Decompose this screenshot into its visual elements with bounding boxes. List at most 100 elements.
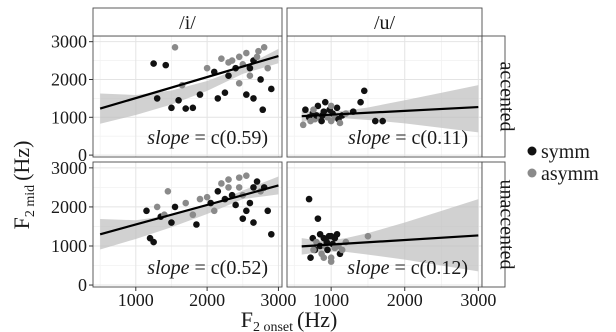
- slope-annotation: slope = c(0.12): [347, 257, 468, 279]
- regression-line: [99, 184, 279, 236]
- data-point-asymm: [338, 246, 346, 254]
- column-strip-label: /i/: [179, 12, 196, 34]
- data-point-asymm: [327, 102, 335, 110]
- data-point-symm: [243, 91, 250, 98]
- data-point-symm: [243, 207, 250, 215]
- data-point-asymm: [243, 172, 250, 179]
- data-point-asymm: [189, 211, 197, 219]
- data-point-symm: [321, 98, 329, 106]
- column-strip-box: [286, 7, 483, 37]
- data-point-symm: [302, 106, 309, 114]
- data-point-symm: [153, 95, 161, 102]
- data-point-symm: [307, 254, 314, 262]
- data-point-symm: [372, 117, 379, 125]
- data-point-symm: [189, 104, 197, 112]
- x-axis-title-sub: 2 onset: [253, 320, 293, 332]
- data-point-asymm: [210, 207, 218, 215]
- row-strip-label: unaccented: [496, 180, 518, 270]
- data-point-symm: [318, 117, 325, 125]
- data-point-asymm: [153, 203, 161, 211]
- slope-label: slope: [347, 257, 389, 279]
- data-point-symm: [193, 221, 200, 228]
- y-axis-title-sub: 2 mid: [23, 185, 38, 217]
- panel-plot-area: [299, 85, 479, 133]
- y-tick-label: 2000: [51, 69, 87, 89]
- data-point-asymm: [336, 119, 344, 127]
- data-point-symm: [314, 102, 322, 110]
- y-tick-label: 3000: [51, 32, 87, 52]
- data-point-asymm: [327, 258, 335, 265]
- data-point-asymm: [196, 195, 204, 203]
- data-point-symm: [225, 72, 232, 80]
- regression-line: [301, 105, 479, 118]
- y-tick-label: 0: [78, 145, 87, 165]
- data-point-symm: [324, 246, 331, 254]
- panel-0-1: slope = c(0.11): [286, 35, 483, 158]
- data-point-symm: [305, 195, 313, 203]
- column-strip-label: /u/: [374, 12, 396, 34]
- panel-1-0: slope = c(0.52): [92, 161, 283, 288]
- panels-layer: slope = c(0.59) slope = c(0.11) slope = c(…: [92, 35, 483, 288]
- data-point-symm: [259, 106, 267, 114]
- confidence-band: [301, 199, 479, 272]
- panel-0-0: slope = c(0.59): [92, 35, 283, 158]
- slope-annotation: slope = c(0.11): [348, 127, 468, 149]
- legend-label-symm: symm: [541, 141, 590, 163]
- data-point-symm: [250, 219, 257, 226]
- data-point-symm: [168, 219, 175, 226]
- x-axis-title: F2 onset (Hz): [241, 307, 338, 332]
- data-point-symm: [150, 238, 157, 246]
- slope-annotation: slope = c(0.59): [147, 127, 268, 149]
- data-point-asymm: [182, 199, 190, 207]
- data-point-asymm: [260, 44, 268, 51]
- row-strip-label: accented: [496, 62, 518, 132]
- row-strip-box: [481, 35, 506, 158]
- data-point-asymm: [235, 184, 243, 191]
- data-point-symm: [221, 89, 229, 97]
- legend: symm asymm: [527, 141, 599, 185]
- data-point-asymm: [264, 64, 272, 72]
- x-tick-label: 3000: [460, 290, 496, 310]
- x-tick-label: 2000: [387, 290, 423, 310]
- y-tick-label: 1000: [51, 107, 87, 127]
- data-point-asymm: [171, 44, 179, 51]
- legend-label-asymm: asymm: [541, 163, 599, 185]
- data-point-asymm: [203, 193, 211, 201]
- data-point-symm: [196, 91, 204, 98]
- slope-label: slope: [147, 257, 189, 279]
- data-point-asymm: [253, 53, 261, 61]
- data-point-symm: [239, 215, 247, 222]
- data-point-symm: [379, 117, 386, 125]
- data-point-symm: [333, 104, 341, 112]
- data-point-asymm: [255, 47, 262, 55]
- y-tick-label: 1000: [51, 236, 87, 256]
- y-tick-label: 3000: [51, 158, 87, 178]
- confidence-band: [100, 48, 279, 124]
- data-point-symm: [214, 187, 222, 195]
- slope-value: = c(0.59): [190, 127, 268, 149]
- data-point-asymm: [203, 64, 211, 72]
- y-tick-label: 0: [78, 275, 87, 295]
- data-point-asymm: [218, 55, 225, 62]
- data-point-symm: [268, 85, 275, 93]
- data-point-symm: [232, 201, 239, 209]
- x-tick-label: 1000: [118, 290, 154, 310]
- data-point-symm: [214, 95, 222, 102]
- data-point-symm: [182, 105, 190, 112]
- data-point-symm: [246, 199, 254, 207]
- slope-annotation: slope = c(0.52): [147, 257, 268, 279]
- panel-border: [92, 161, 283, 288]
- x-axis-title-unit: (Hz): [297, 307, 337, 332]
- data-point-asymm: [218, 180, 225, 187]
- data-point-asymm: [310, 246, 317, 254]
- y-axis-title-unit: (Hz): [9, 141, 34, 181]
- data-point-symm: [143, 207, 150, 215]
- panel-1-1: slope = c(0.12): [286, 161, 483, 288]
- data-point-symm: [360, 87, 368, 95]
- data-point-asymm: [225, 184, 232, 191]
- data-point-asymm: [235, 79, 243, 87]
- data-point-symm: [250, 184, 257, 191]
- data-point-asymm: [235, 174, 243, 181]
